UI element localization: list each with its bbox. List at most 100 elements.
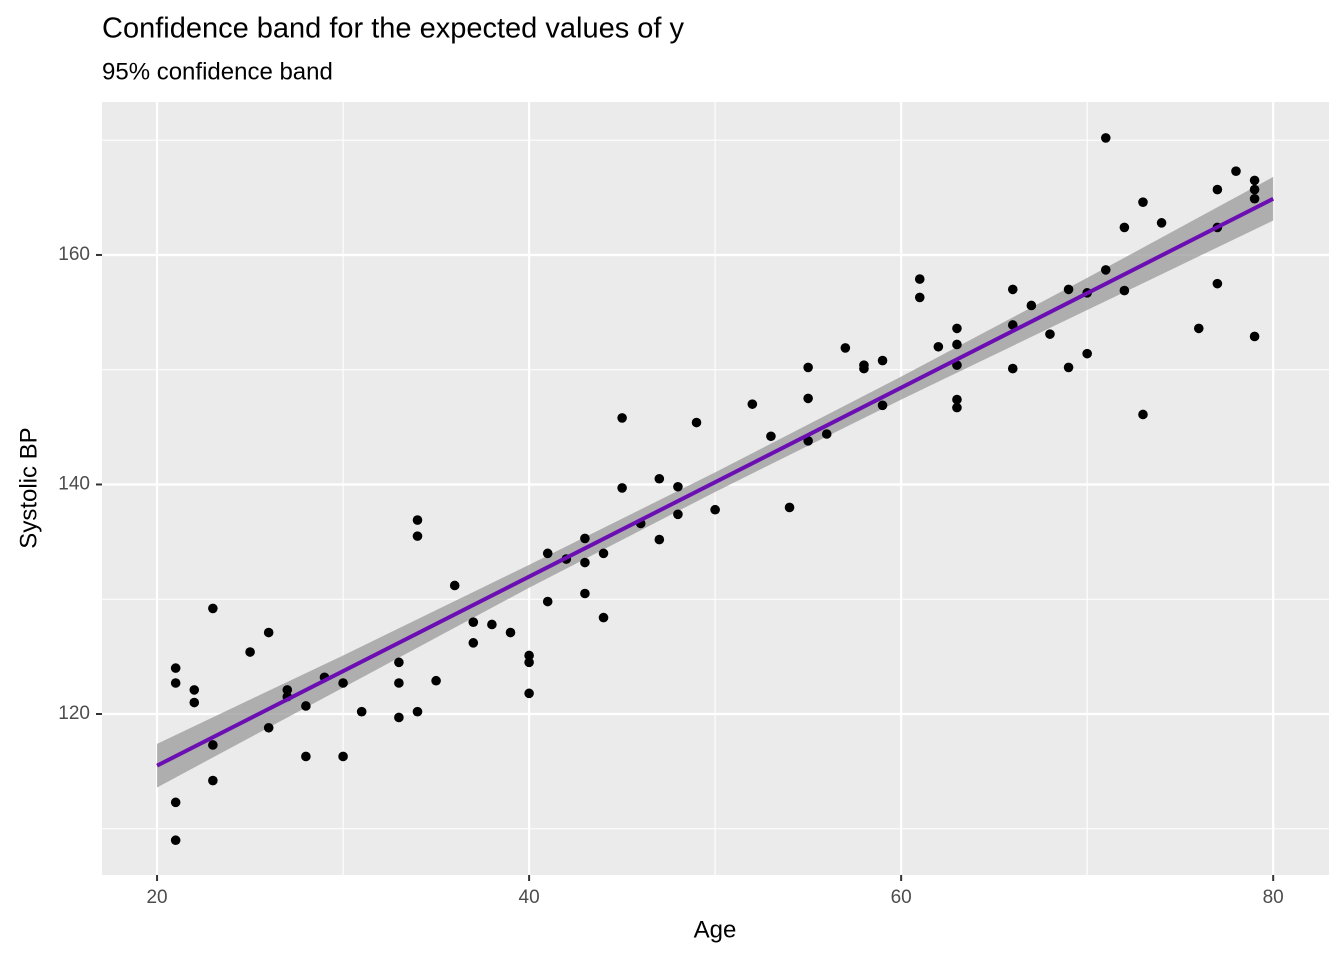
y-tick-label: 120 xyxy=(58,703,90,724)
chart-subtitle: 95% confidence band xyxy=(102,58,333,85)
data-point xyxy=(1212,184,1223,195)
data-point xyxy=(1007,363,1018,374)
data-point xyxy=(933,341,944,352)
data-point xyxy=(208,740,218,750)
x-tick-label: 20 xyxy=(146,887,167,908)
data-point xyxy=(673,509,683,520)
data-point xyxy=(468,617,479,627)
data-point xyxy=(1249,193,1260,204)
data-point xyxy=(263,627,274,638)
data-point xyxy=(301,701,311,711)
data-point xyxy=(803,436,813,446)
data-point xyxy=(208,775,218,786)
data-point xyxy=(1156,218,1167,228)
data-point xyxy=(580,557,590,568)
data-point xyxy=(394,712,404,723)
data-point xyxy=(803,393,813,404)
data-point xyxy=(542,548,553,559)
data-point xyxy=(487,619,497,630)
x-tick-label: 40 xyxy=(519,887,540,908)
data-point xyxy=(394,657,404,668)
data-point xyxy=(449,580,460,591)
data-point xyxy=(691,417,702,428)
data-point xyxy=(282,685,293,695)
data-point xyxy=(1063,284,1074,295)
data-point xyxy=(617,483,627,493)
data-point xyxy=(170,678,181,688)
data-point xyxy=(412,531,423,541)
data-point xyxy=(263,722,274,733)
data-point xyxy=(1119,222,1130,233)
data-point xyxy=(747,399,758,409)
data-point xyxy=(580,533,590,544)
data-point xyxy=(710,504,720,515)
data-point xyxy=(170,797,181,808)
data-point xyxy=(859,363,869,374)
y-tick-label: 140 xyxy=(58,473,90,494)
data-point xyxy=(1082,348,1092,359)
data-point xyxy=(1249,175,1260,186)
data-point xyxy=(877,355,888,366)
data-point xyxy=(338,678,348,688)
data-point xyxy=(654,534,665,545)
data-point xyxy=(673,481,683,492)
data-point xyxy=(468,638,479,648)
data-point xyxy=(803,362,813,373)
data-point xyxy=(1138,409,1148,420)
data-point xyxy=(208,603,218,614)
data-point xyxy=(338,751,348,762)
data-point xyxy=(952,394,962,405)
data-point xyxy=(301,751,311,762)
data-point xyxy=(1026,300,1037,311)
data-point xyxy=(1249,184,1260,195)
data-point xyxy=(1212,278,1223,289)
data-point xyxy=(170,663,181,673)
data-point xyxy=(766,431,776,442)
data-point xyxy=(245,647,255,657)
data-point xyxy=(1063,362,1074,373)
data-point xyxy=(654,473,665,484)
data-point xyxy=(189,697,200,708)
x-tick-label: 80 xyxy=(1263,887,1284,908)
data-point xyxy=(952,402,962,413)
data-point xyxy=(1045,329,1055,339)
data-point xyxy=(524,688,534,699)
data-point xyxy=(431,675,441,686)
x-tick-label: 60 xyxy=(891,887,912,908)
data-point xyxy=(598,612,609,623)
data-point xyxy=(1231,166,1241,176)
data-point xyxy=(1007,284,1018,295)
data-point xyxy=(617,413,627,423)
y-tick-label: 160 xyxy=(58,244,90,265)
data-point xyxy=(524,650,534,661)
data-point xyxy=(356,706,367,717)
data-point xyxy=(1119,285,1130,296)
x-axis-title: Age xyxy=(694,916,737,943)
data-point xyxy=(1007,320,1018,330)
data-point xyxy=(412,515,423,525)
data-point xyxy=(505,627,516,638)
data-point xyxy=(952,323,962,334)
data-point xyxy=(170,835,181,846)
data-point xyxy=(542,596,553,607)
data-point xyxy=(784,502,795,513)
data-point xyxy=(580,588,590,599)
data-point xyxy=(1193,323,1204,334)
data-point xyxy=(914,274,925,284)
data-point xyxy=(840,343,851,353)
data-point xyxy=(914,292,925,303)
chart-title: Confidence band for the expected values … xyxy=(102,13,684,45)
data-point xyxy=(1249,331,1260,342)
data-point xyxy=(1100,265,1111,275)
data-point xyxy=(1138,197,1148,207)
fit-line xyxy=(156,196,1275,768)
data-point xyxy=(877,400,888,411)
data-point xyxy=(394,678,404,688)
data-point xyxy=(524,657,534,668)
data-point xyxy=(598,548,609,559)
y-axis-title: Systolic BP xyxy=(15,427,42,548)
data-point xyxy=(412,706,423,717)
data-point xyxy=(821,429,832,439)
data-point xyxy=(952,339,962,350)
